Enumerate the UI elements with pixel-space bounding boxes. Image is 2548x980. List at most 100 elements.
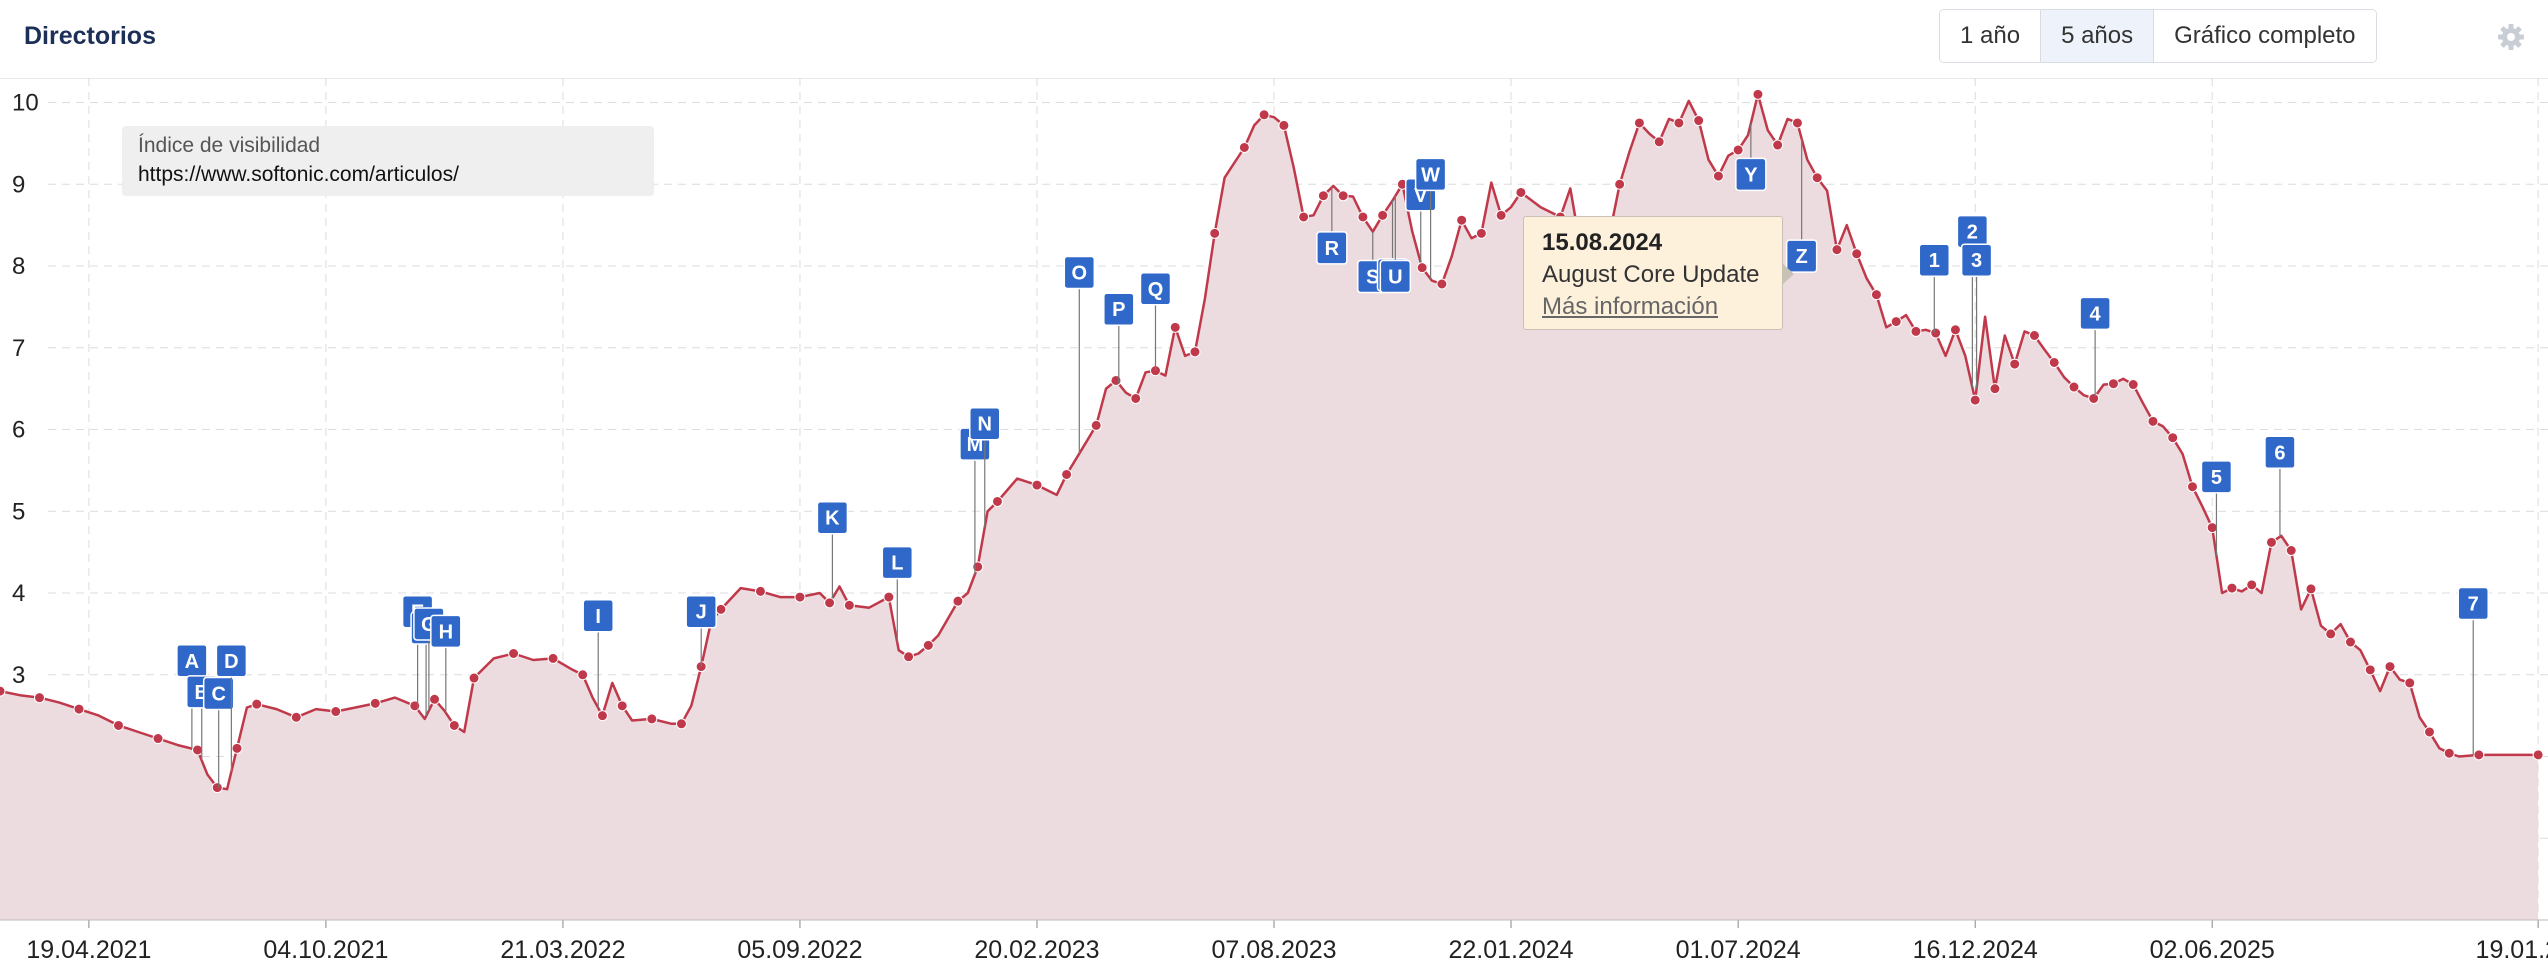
event-flag-1[interactable]: 1 — [1918, 243, 1951, 277]
data-point — [2167, 432, 2179, 444]
range-button-5-years[interactable]: 5 años — [2041, 10, 2155, 62]
event-flag-box[interactable] — [2457, 586, 2489, 621]
event-flag-7[interactable]: 7 — [2457, 586, 2489, 621]
data-point — [675, 718, 687, 730]
data-point — [843, 599, 855, 611]
data-point — [754, 585, 766, 597]
data-point — [1456, 214, 1468, 226]
event-flag-box[interactable] — [2079, 296, 2111, 331]
data-point — [468, 672, 480, 684]
y-tick-label: 8 — [12, 253, 25, 280]
event-flag-box[interactable] — [2200, 460, 2233, 494]
event-flag-box[interactable] — [1139, 272, 1172, 306]
event-flag-l[interactable]: L — [881, 545, 914, 580]
event-flag-c[interactable]: C — [202, 676, 235, 711]
event-flag-h[interactable]: H — [430, 614, 462, 649]
data-point — [2009, 358, 2021, 370]
data-point — [1495, 209, 1507, 221]
data-point — [972, 561, 984, 573]
event-flag-p[interactable]: P — [1103, 292, 1135, 326]
range-button-full-chart[interactable]: Gráfico completo — [2154, 10, 2376, 62]
data-point — [1317, 190, 1329, 202]
data-point — [1870, 289, 1882, 301]
event-flag-box[interactable] — [582, 599, 614, 633]
event-flag-box[interactable] — [1414, 157, 1447, 192]
data-point — [1969, 394, 1981, 406]
event-flag-z[interactable]: Z — [1785, 239, 1818, 273]
event-flag-box[interactable] — [1785, 239, 1818, 273]
event-flag-o[interactable]: O — [1063, 255, 1096, 290]
data-point — [922, 639, 934, 651]
event-flag-box[interactable] — [1918, 243, 1951, 277]
event-flag-label: P — [1112, 299, 1125, 321]
event-flag-6[interactable]: 6 — [2264, 435, 2296, 470]
event-flag-w[interactable]: W — [1414, 157, 1447, 192]
x-tick-label: 07.08.2023 — [1211, 936, 1336, 964]
data-point — [903, 651, 915, 663]
data-point — [369, 697, 381, 709]
data-point — [1377, 209, 1389, 221]
event-flag-n[interactable]: N — [969, 406, 1001, 441]
data-point — [2186, 481, 2198, 493]
event-flag-box[interactable] — [969, 406, 1001, 441]
event-flag-box[interactable] — [1103, 292, 1135, 326]
event-flag-box[interactable] — [430, 614, 462, 649]
event-flag-box[interactable] — [881, 545, 914, 580]
event-flag-label: K — [825, 508, 840, 530]
event-tooltip: 15.08.2024 August Core Update Más inform… — [1523, 216, 1794, 330]
event-flag-k[interactable]: K — [816, 500, 849, 535]
data-point — [2423, 726, 2435, 738]
chart-header: Directorios 1 año 5 años Gráfico complet… — [0, 0, 2548, 79]
event-flag-box[interactable] — [816, 500, 849, 535]
data-point — [73, 703, 85, 715]
legend-label: Índice de visibilidad — [138, 134, 321, 157]
data-point — [2473, 749, 2485, 761]
event-flag-y[interactable]: Y — [1735, 157, 1767, 192]
event-flag-box[interactable] — [215, 644, 248, 678]
event-flag-i[interactable]: I — [582, 599, 614, 633]
event-flag-3[interactable]: 3 — [1960, 243, 1993, 277]
data-point — [1258, 109, 1270, 121]
event-flag-box[interactable] — [1960, 243, 1993, 277]
event-flag-r[interactable]: R — [1316, 231, 1348, 265]
event-flag-d[interactable]: D — [215, 644, 248, 678]
y-tick-label: 3 — [12, 662, 25, 689]
event-flag-2[interactable]: 2 — [1956, 214, 1989, 249]
event-flag-box[interactable] — [1316, 231, 1348, 265]
event-flag-box[interactable] — [685, 594, 717, 629]
data-point — [2265, 536, 2277, 548]
data-point — [1298, 211, 1310, 223]
data-point — [2147, 415, 2159, 427]
event-flag-box[interactable] — [1379, 259, 1412, 294]
event-flag-q[interactable]: Q — [1139, 272, 1172, 306]
data-point — [1772, 139, 1784, 151]
event-flag-box[interactable] — [2264, 435, 2296, 470]
data-point — [2443, 747, 2455, 759]
x-tick-label: 21.03.2022 — [500, 936, 625, 964]
data-point — [1515, 186, 1527, 198]
data-point — [596, 710, 608, 722]
event-flag-4[interactable]: 4 — [2079, 296, 2111, 331]
event-flag-label: 7 — [2468, 594, 2479, 616]
event-flag-5[interactable]: 5 — [2200, 460, 2233, 494]
event-flag-label: Q — [1148, 279, 1164, 301]
y-tick-label: 5 — [12, 498, 25, 525]
range-button-1-year[interactable]: 1 año — [1940, 10, 2042, 62]
event-flag-label: R — [1325, 238, 1340, 260]
data-point — [2325, 628, 2337, 640]
event-flag-box[interactable] — [1063, 255, 1096, 290]
event-flag-u[interactable]: U — [1379, 259, 1412, 294]
data-point — [2305, 583, 2317, 595]
y-tick-label: 10 — [12, 90, 39, 117]
data-point — [192, 744, 204, 756]
gear-icon[interactable] — [2496, 22, 2526, 52]
event-flag-a[interactable]: A — [176, 644, 208, 678]
tooltip-event-name: August Core Update — [1542, 261, 1760, 288]
x-tick-label: 01.07.2024 — [1676, 936, 1801, 964]
tooltip-more-info-link[interactable]: Más información — [1542, 293, 1719, 320]
data-point — [1712, 170, 1724, 182]
event-flag-label: N — [978, 414, 992, 436]
data-point — [211, 782, 223, 794]
event-flag-box[interactable] — [1735, 157, 1767, 192]
event-flag-j[interactable]: J — [685, 594, 717, 629]
